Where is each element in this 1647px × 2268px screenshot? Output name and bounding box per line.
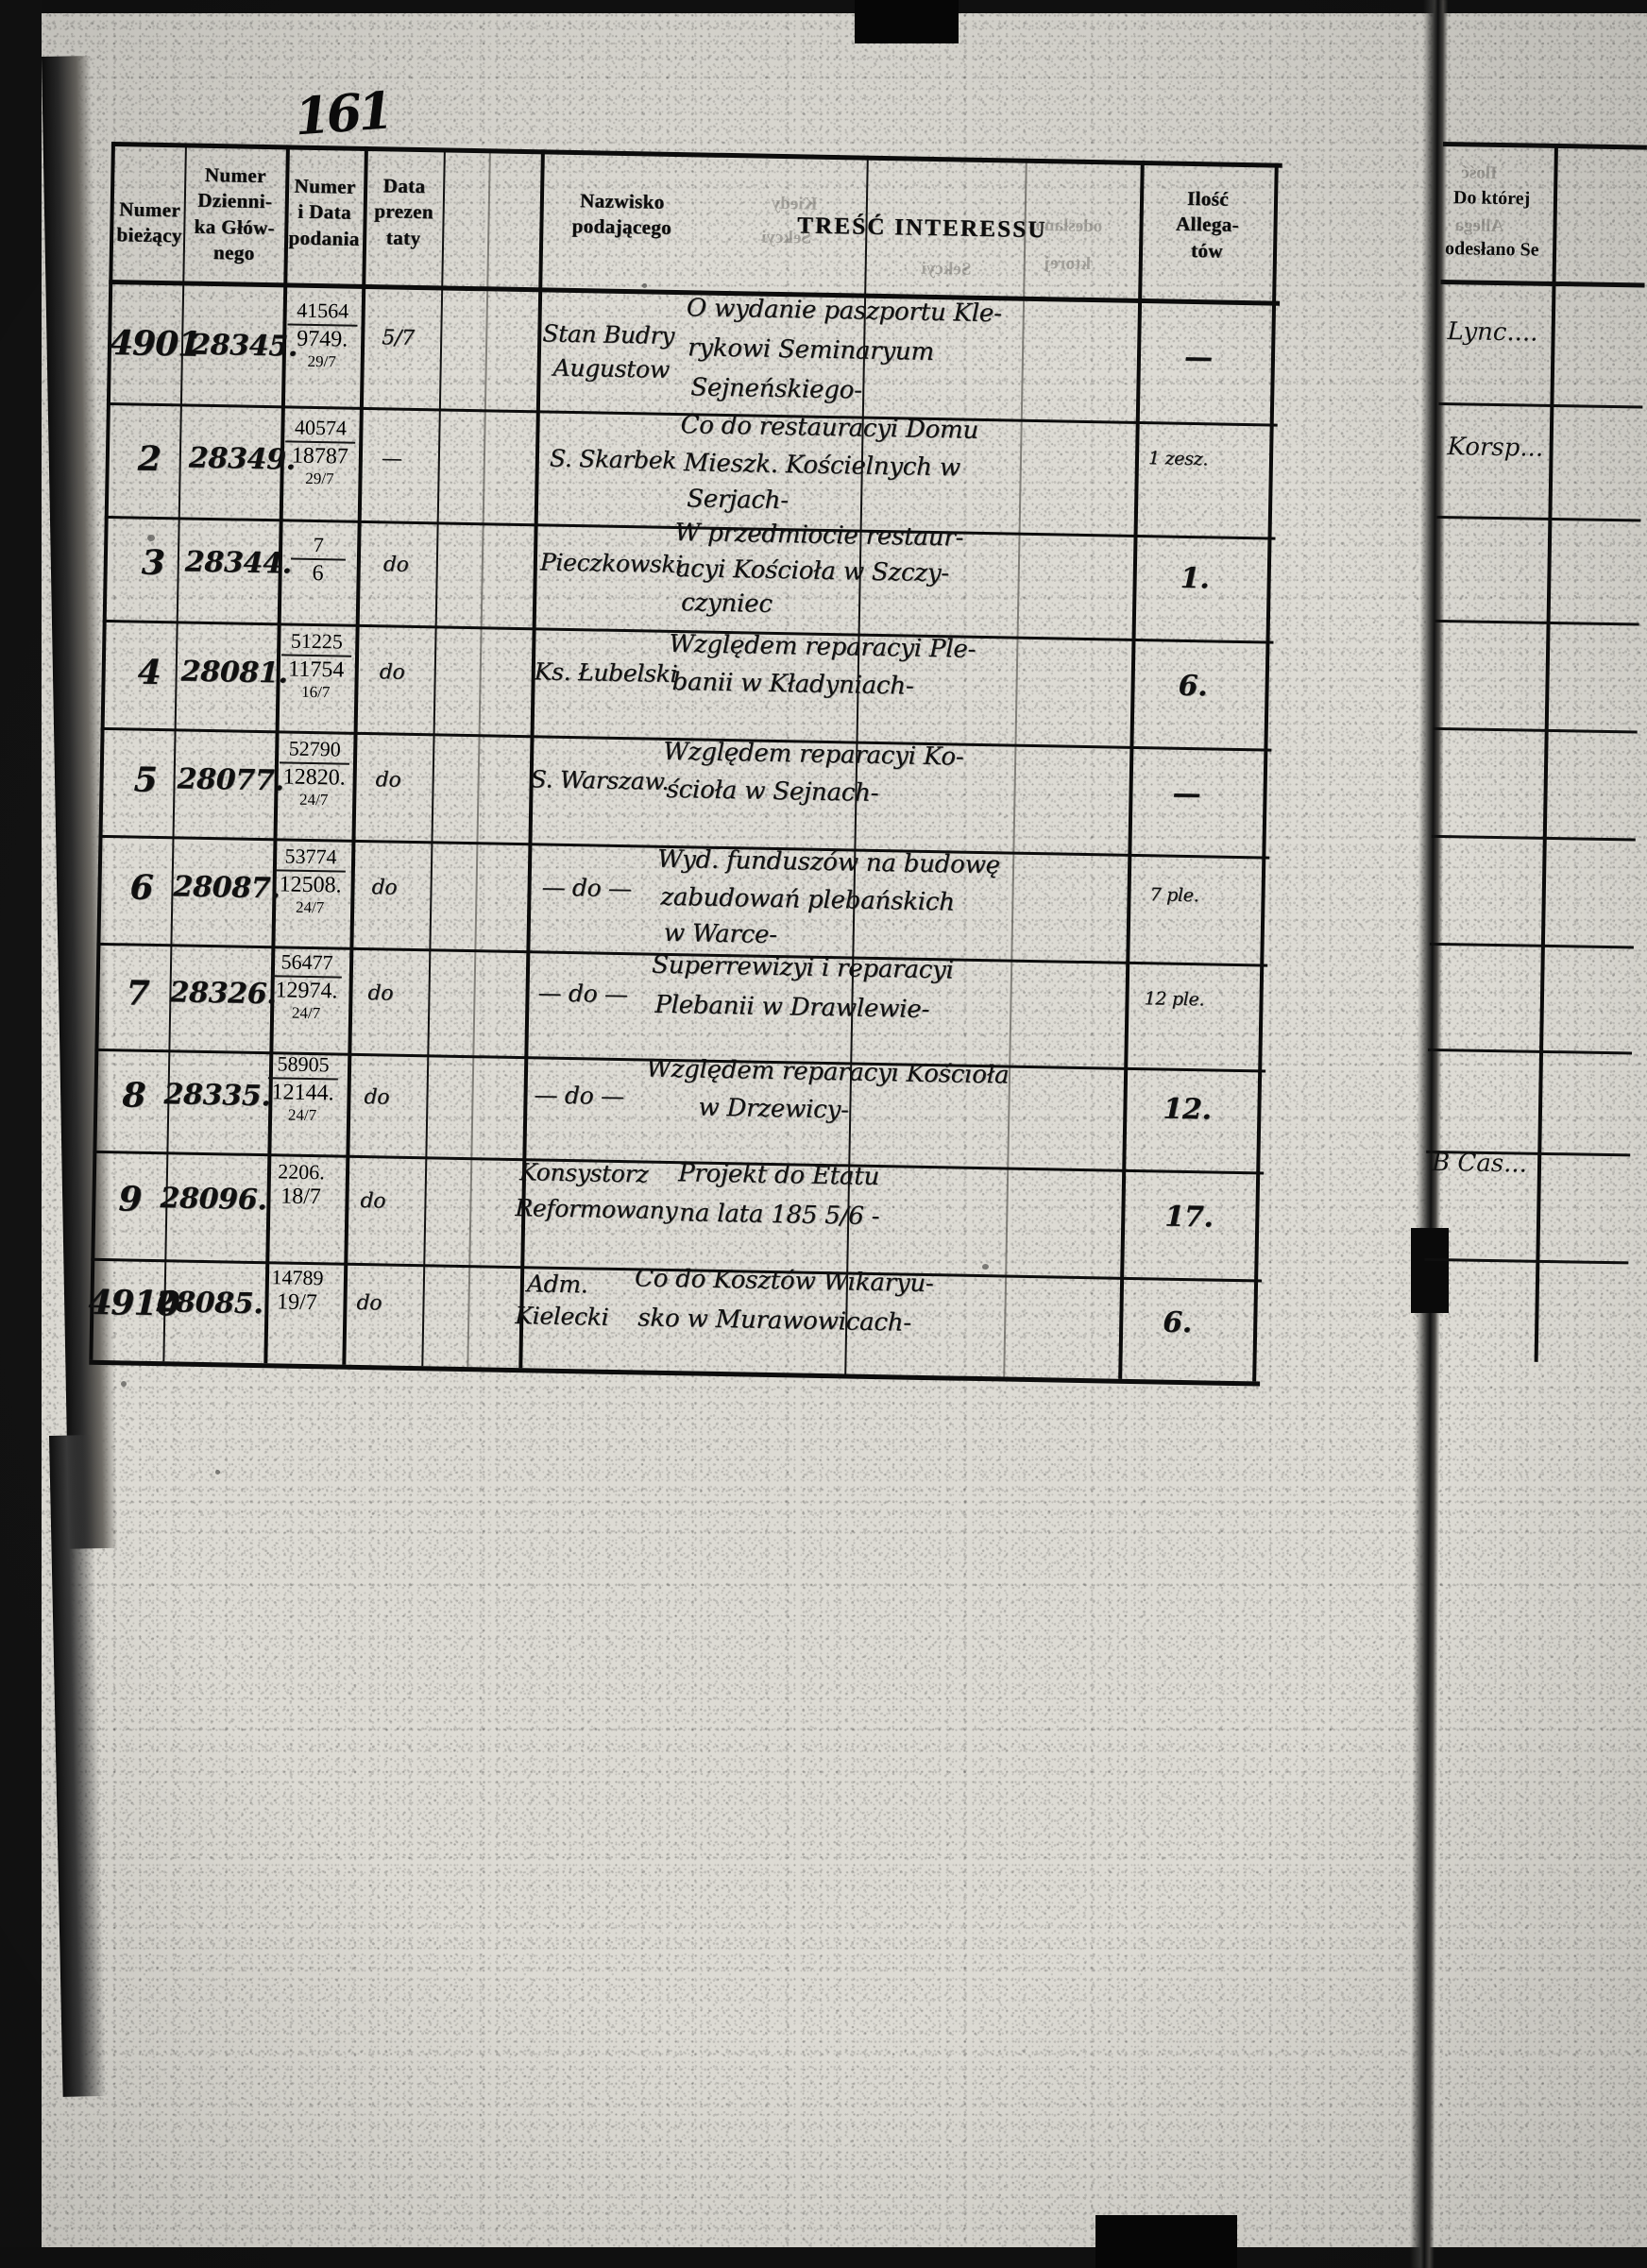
scan-edge-left — [0, 0, 42, 2268]
scan-marker-bottom — [1095, 2215, 1237, 2268]
scan-marker-top — [855, 0, 959, 43]
paper-speck — [147, 535, 155, 541]
paper-speck — [642, 283, 647, 288]
paper-speck — [982, 1264, 989, 1270]
paper-speck — [121, 1381, 127, 1387]
scan-edge-top — [0, 0, 1647, 13]
paper-speck — [215, 1470, 220, 1475]
page-fold-notch — [1411, 1228, 1449, 1313]
